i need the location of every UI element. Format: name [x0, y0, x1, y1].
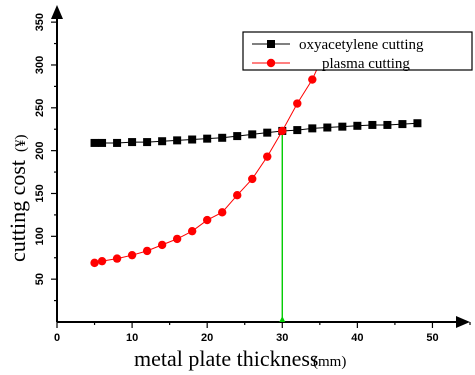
- data-point: [368, 120, 377, 129]
- legend-marker: [267, 40, 275, 48]
- y-tick-label: 50: [34, 273, 46, 285]
- data-point: [353, 121, 362, 130]
- data-point: [187, 226, 197, 236]
- y-axis-arrow: [51, 5, 63, 19]
- data-point: [323, 123, 332, 132]
- data-point: [202, 215, 212, 225]
- data-point: [413, 119, 422, 128]
- data-point: [248, 174, 257, 184]
- y-axis-unit: (¥): [13, 135, 29, 153]
- data-point: [188, 135, 197, 144]
- data-point: [218, 208, 227, 217]
- y-tick-label: 150: [34, 184, 46, 202]
- data-point: [233, 191, 242, 200]
- y-tick-label: 350: [34, 13, 46, 31]
- data-point: [308, 124, 317, 133]
- data-point: [233, 132, 242, 141]
- data-point: [263, 128, 272, 137]
- data-point: [248, 130, 257, 139]
- y-tick-label: 300: [34, 56, 46, 74]
- data-point: [98, 138, 107, 147]
- x-tick-label: 0: [54, 332, 60, 344]
- y-tick-label: 100: [34, 227, 46, 245]
- data-point: [293, 126, 302, 135]
- legend-box: [242, 31, 473, 71]
- data-point: [383, 120, 392, 129]
- data-point: [203, 134, 212, 143]
- legend-marker: [266, 58, 276, 68]
- legend-label: plasma cutting: [322, 56, 410, 72]
- data-point: [128, 138, 137, 147]
- x-axis-unit: (mm): [313, 354, 346, 370]
- y-axis-title: cutting cost: [5, 160, 30, 262]
- data-point: [127, 250, 137, 260]
- data-point: [90, 258, 99, 268]
- data-point: [263, 152, 272, 161]
- data-point: [142, 246, 152, 256]
- axis-titles: metal plate thickness (mm) cutting cost …: [5, 135, 346, 372]
- x-axis-title: metal plate thickness: [134, 346, 319, 371]
- legend: oxyacetylene cutting plasma cutting: [242, 31, 473, 72]
- data-point: [112, 254, 122, 263]
- data-point: [398, 120, 407, 129]
- data-point: [278, 126, 287, 136]
- series-line: [94, 79, 313, 264]
- x-tick-label: 20: [201, 332, 213, 344]
- x-tick-label: 30: [276, 332, 288, 344]
- data-point: [157, 240, 167, 250]
- series-1: [90, 75, 317, 268]
- data-point: [158, 137, 167, 146]
- x-tick-label: 40: [351, 332, 363, 344]
- series-0: [90, 119, 422, 147]
- data-point: [113, 138, 122, 147]
- series-layer: [90, 40, 422, 268]
- legend-label: oxyacetylene cutting: [299, 37, 424, 53]
- data-point: [338, 122, 347, 131]
- data-point: [97, 256, 107, 266]
- data-point: [308, 75, 317, 84]
- data-point: [173, 136, 182, 145]
- y-tick-label: 200: [34, 141, 46, 159]
- data-point: [143, 138, 152, 147]
- intersection-marker: [279, 316, 286, 322]
- ticks: 0 10 20 30 40 50 50 100 150 200 250 300 350: [34, 13, 471, 344]
- data-point: [218, 133, 227, 142]
- data-point: [90, 138, 99, 147]
- axes: [51, 5, 470, 328]
- y-tick-label: 250: [34, 99, 46, 117]
- x-tick-label: 10: [126, 332, 138, 344]
- x-tick-label: 50: [426, 332, 438, 344]
- x-axis-arrow: [456, 316, 470, 328]
- data-point: [172, 234, 182, 244]
- data-point: [293, 99, 302, 108]
- annotation-layer: [279, 130, 286, 322]
